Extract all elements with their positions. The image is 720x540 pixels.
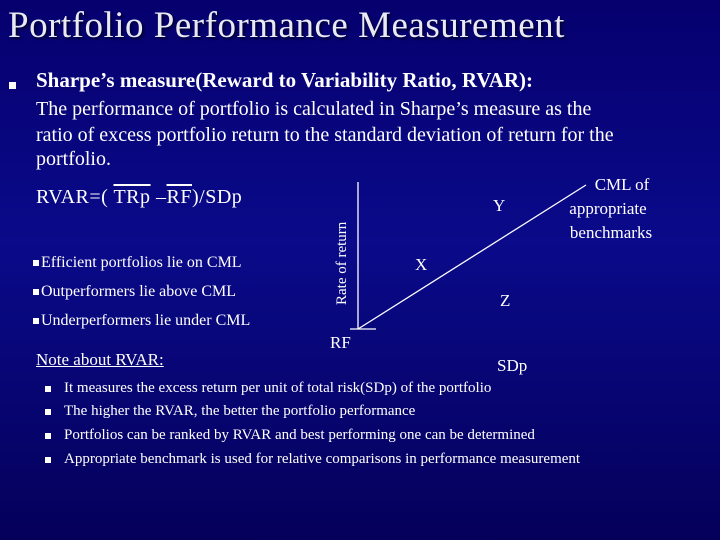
cml-label-line-1: CML of — [595, 175, 650, 194]
formula-prefix: RVAR=( — [36, 186, 114, 208]
section-heading: Sharpe’s measure(Reward to Variability R… — [36, 68, 534, 92]
note-item-text: Portfolios can be ranked by RVAR and bes… — [64, 427, 535, 443]
point-z-label: Z — [500, 291, 510, 310]
note-bullet-icon — [45, 432, 51, 439]
sub-item-outperformers: Outperformers lie above CML — [33, 283, 236, 301]
sub-item-text: Efficient portfolios lie on CML — [41, 254, 242, 271]
note-item-text: It measures the excess return per unit o… — [64, 380, 492, 396]
note-bullet-icon — [45, 456, 51, 463]
formula-rf: RF — [166, 186, 192, 208]
cml-label-line-2: appropriate — [569, 199, 646, 218]
sub-item-underperformers: Underperformers lie under CML — [33, 312, 250, 330]
main-bullet-icon — [9, 82, 16, 89]
sub-bullet-icon — [33, 289, 39, 295]
note-label: Note about RVAR: — [36, 350, 164, 369]
point-y-label: Y — [493, 196, 505, 215]
note-bullet-icon — [45, 408, 51, 415]
note-item: Portfolios can be ranked by RVAR and bes… — [45, 427, 535, 444]
slide-title: Portfolio Performance Measurement — [8, 5, 565, 46]
note-item: It measures the excess return per unit o… — [45, 380, 491, 397]
body-line-2: ratio of excess portfolio return to the … — [36, 124, 614, 146]
formula-trp: TRp — [113, 186, 151, 208]
body-line-1: The performance of portfolio is calculat… — [36, 98, 592, 120]
note-bullet-icon — [45, 385, 51, 392]
note-item: Appropriate benchmark is used for relati… — [45, 451, 580, 468]
formula-dash: – — [150, 186, 167, 208]
cml-label-line-3: benchmarks — [570, 223, 652, 242]
rvar-formula: RVAR=( TRp –RF)/SDp — [36, 186, 242, 209]
sub-item-efficient: Efficient portfolios lie on CML — [33, 254, 242, 272]
sub-item-text: Underperformers lie under CML — [41, 312, 251, 329]
sub-item-text: Outperformers lie above CML — [41, 283, 237, 300]
formula-suffix: )/SDp — [192, 186, 243, 208]
point-x-label: X — [415, 255, 427, 274]
x-axis-label: SDp — [497, 356, 527, 375]
note-item-text: The higher the RVAR, the better the port… — [64, 403, 416, 419]
sub-bullet-icon — [33, 318, 39, 324]
y-axis-label: Rate of return — [334, 221, 350, 305]
note-item: The higher the RVAR, the better the port… — [45, 403, 415, 420]
note-item-text: Appropriate benchmark is used for relati… — [64, 451, 581, 467]
body-line-3: portfolio. — [36, 148, 111, 170]
cml-line — [357, 184, 587, 330]
sub-bullet-icon — [33, 260, 39, 266]
rf-label: RF — [330, 333, 351, 352]
